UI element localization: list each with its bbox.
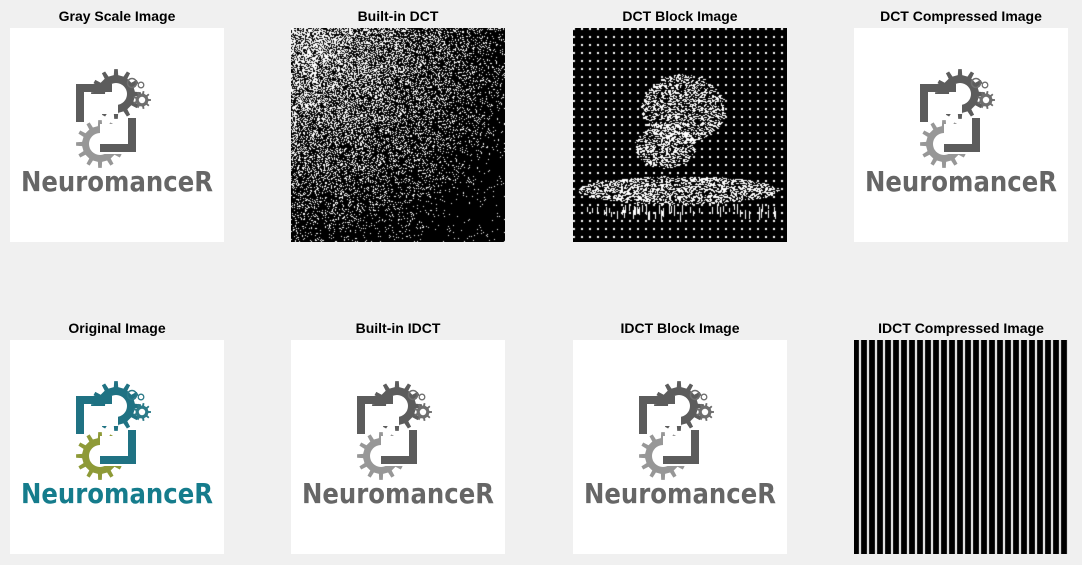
- dct-block-image: [573, 28, 787, 242]
- top-gear-icon: [635, 381, 704, 434]
- bottom-gear-icon: [76, 430, 136, 480]
- bottom-gear-icon: [357, 430, 417, 480]
- small-gear-icon: [126, 389, 151, 421]
- panel-title: IDCT Compressed Image: [878, 320, 1044, 336]
- gray-scale-image: NeuromanceR: [10, 28, 224, 242]
- top-gear-icon: [916, 69, 985, 122]
- built-in-dct-image: [291, 28, 505, 242]
- logo-graphic: NeuromanceR: [21, 381, 213, 510]
- panel-title: Original Image: [68, 320, 166, 336]
- small-gear-icon: [970, 77, 995, 109]
- top-gear-icon: [72, 69, 141, 122]
- original-image: NeuromanceR: [10, 340, 224, 554]
- logo-graphic: NeuromanceR: [865, 69, 1057, 198]
- idct-compressed-image: [854, 340, 1068, 554]
- panel-title: IDCT Block Image: [620, 320, 740, 336]
- panel-title: DCT Compressed Image: [880, 8, 1042, 24]
- dct-coefficient-map: [291, 28, 505, 242]
- logo-wordmark: NeuromanceR: [302, 478, 494, 510]
- dct-block-map: [573, 28, 787, 242]
- idct-stripe-artifact: [854, 340, 1068, 554]
- logo-graphic: NeuromanceR: [302, 381, 494, 510]
- logo-wordmark: NeuromanceR: [21, 478, 213, 510]
- bottom-gear-icon: [920, 118, 980, 168]
- small-gear-icon: [407, 389, 432, 421]
- bottom-gear-icon: [76, 118, 136, 168]
- dct-compressed-image: NeuromanceR: [854, 28, 1068, 242]
- logo-wordmark: NeuromanceR: [865, 166, 1057, 198]
- panel-title: Built-in DCT: [357, 8, 439, 24]
- small-gear-icon: [126, 77, 151, 109]
- built-in-idct-image: NeuromanceR: [291, 340, 505, 554]
- small-gear-icon: [689, 389, 714, 421]
- panel-title: Gray Scale Image: [58, 8, 176, 24]
- logo-wordmark: NeuromanceR: [21, 166, 213, 198]
- idct-block-image: NeuromanceR: [573, 340, 787, 554]
- panel-title: DCT Block Image: [622, 8, 738, 24]
- logo-wordmark: NeuromanceR: [584, 478, 776, 510]
- logo-graphic: NeuromanceR: [584, 381, 776, 510]
- panel-title: Built-in IDCT: [355, 320, 441, 336]
- logo-graphic: NeuromanceR: [21, 69, 213, 198]
- top-gear-icon: [353, 381, 422, 434]
- bottom-gear-icon: [639, 430, 699, 480]
- top-gear-icon: [72, 381, 141, 434]
